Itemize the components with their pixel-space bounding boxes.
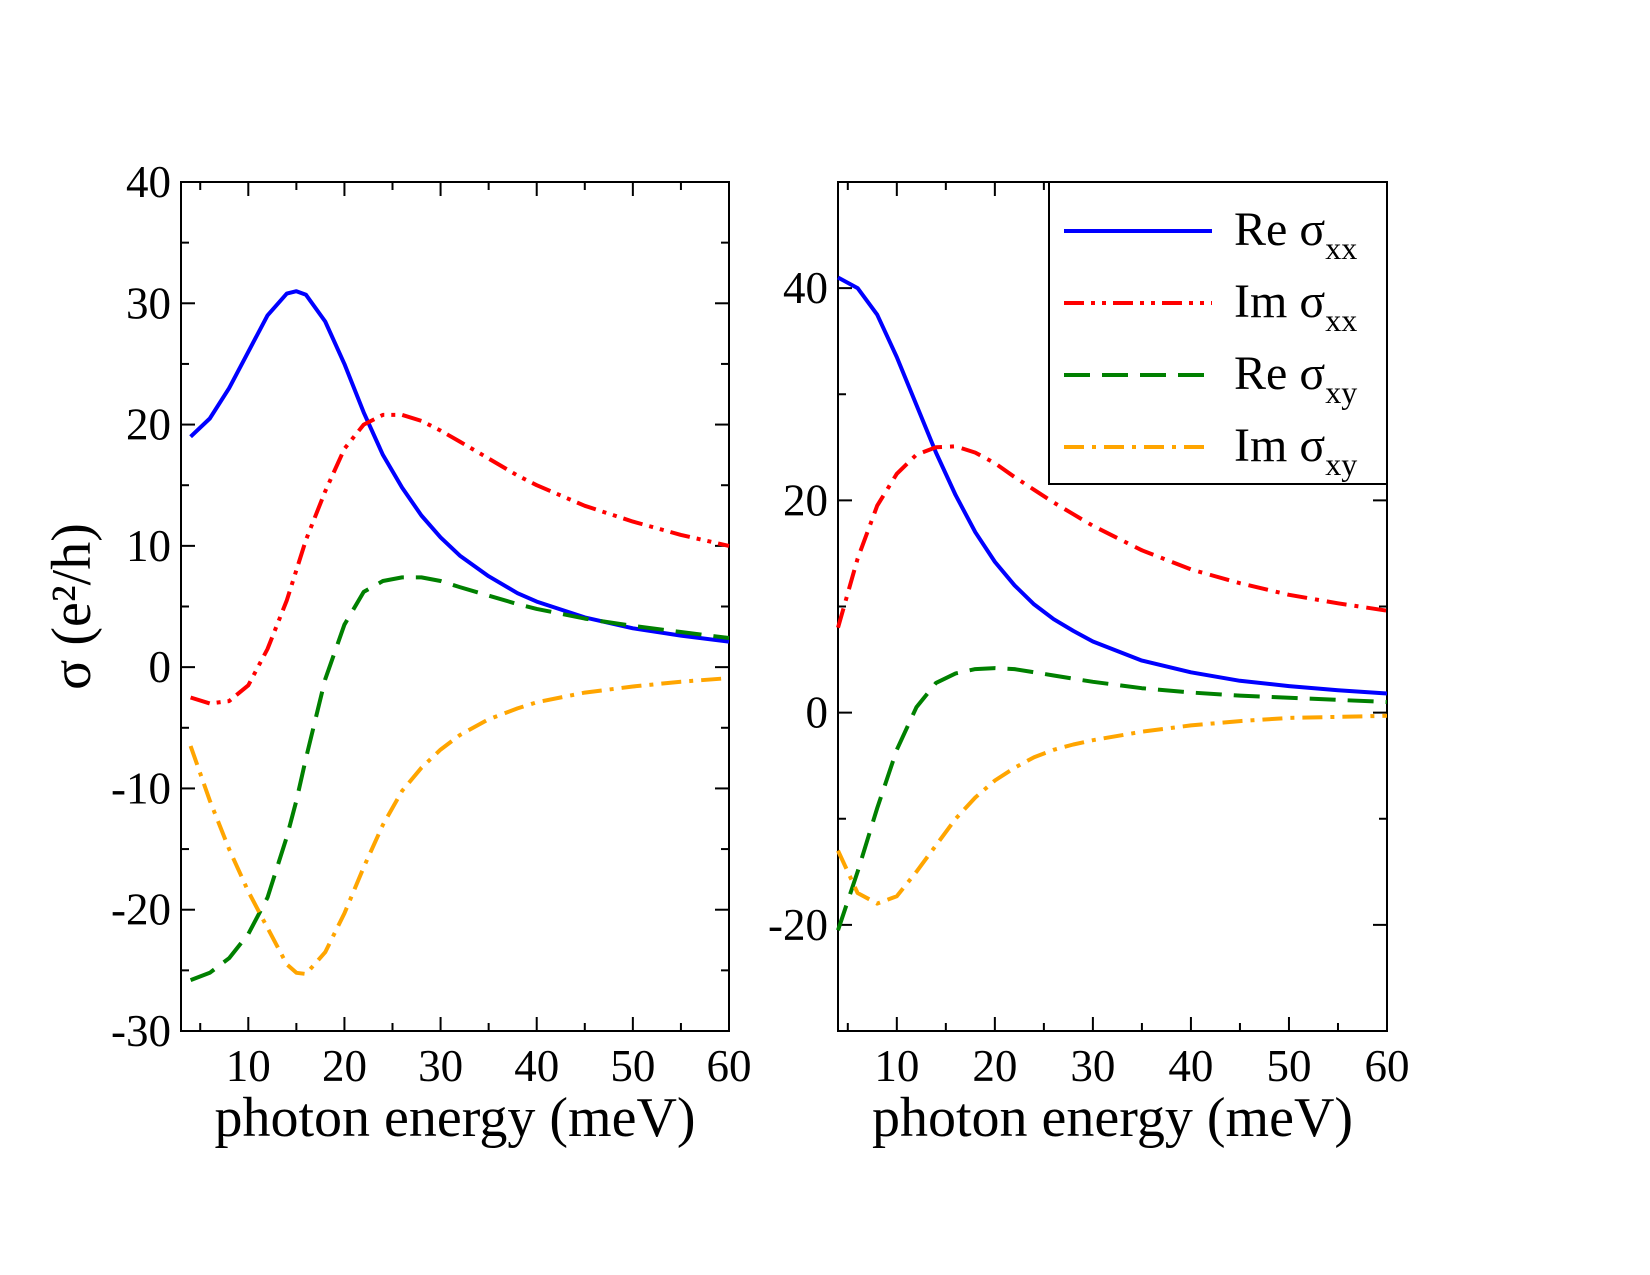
x-tick-label: 50	[610, 1041, 655, 1091]
legend-label: Im σxx	[1234, 275, 1357, 338]
series-line-im-σxy	[188, 676, 730, 976]
x-tick-label: 20	[972, 1041, 1017, 1091]
y-tick-label: 20	[783, 475, 828, 525]
x-tick-label: 10	[874, 1041, 919, 1091]
y-tick-label: -20	[111, 885, 171, 935]
legend-label: Im σxy	[1234, 419, 1357, 482]
x-tick-label: 50	[1266, 1041, 1311, 1091]
series-line-re-σxx	[189, 289, 730, 644]
series-line-im-σxx	[190, 412, 730, 706]
y-tick-label: -10	[111, 763, 171, 813]
y-tick-label: 30	[126, 278, 171, 328]
y-tick-label: -30	[111, 1006, 171, 1056]
x-tick-label: 60	[1365, 1041, 1410, 1091]
legend: Re σxx Im σxx Re σxy Im σxy	[1048, 181, 1388, 485]
x-tick-label: 30	[418, 1041, 463, 1091]
x-tick-label: 40	[514, 1041, 559, 1091]
x-tick-label: 40	[1168, 1041, 1213, 1091]
x-tick-label: 30	[1070, 1041, 1115, 1091]
x-tick-label: 60	[707, 1041, 752, 1091]
y-tick-label: 10	[126, 521, 171, 571]
y-tick-label: 0	[149, 642, 172, 692]
x-tick-label: 20	[322, 1041, 367, 1091]
series-line-re-σxy	[189, 575, 730, 982]
y-tick-label: 0	[806, 688, 829, 738]
y-axis-label: σ (e²/h)	[41, 523, 103, 690]
y-tick-label: 40	[126, 157, 171, 207]
legend-label: Re σxx	[1234, 203, 1357, 266]
series-line-im-σxy	[836, 713, 1388, 906]
x-axis-label: photon energy (meV)	[214, 1087, 695, 1149]
x-axis-label: photon energy (meV)	[872, 1087, 1353, 1149]
series-line-re-σxy	[836, 666, 1388, 931]
y-tick-label: 20	[126, 400, 171, 450]
legend-label: Re σxy	[1234, 347, 1357, 410]
plot-frame	[180, 181, 730, 1032]
x-tick-label: 10	[226, 1041, 271, 1091]
series-line-re-σxx	[837, 275, 1388, 696]
y-tick-label: -20	[768, 900, 828, 950]
series-line-im-σxx	[836, 444, 1388, 629]
y-tick-label: 40	[783, 263, 828, 313]
